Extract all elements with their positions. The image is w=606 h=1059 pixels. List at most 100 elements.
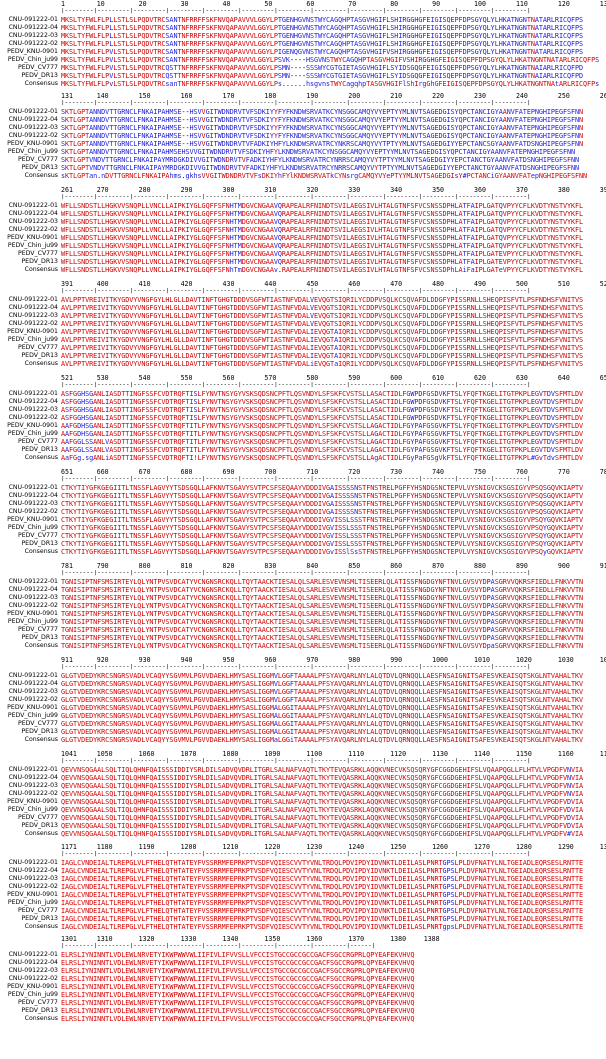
position-number: 1380 — [390, 935, 407, 943]
sequence-row: PEDV_DR13 AAFGGLSSANLVASDTTINGFSSFCVDTRQF… — [0, 446, 606, 454]
position-number: 1320 — [138, 935, 155, 943]
alignment-block: 781 790 800 810 820 830 840 850 860 870 880 890 900 9… — [0, 562, 606, 686]
position-number: 220 — [432, 92, 445, 100]
position-number: 340 — [390, 186, 403, 194]
position-number: 60 — [306, 0, 315, 8]
sequence-row: CNU-091222-02 SKTLGPTANNDVTTGRNCLFNKAIPAH… — [0, 132, 606, 140]
position-number: 190 — [306, 92, 319, 100]
sequence-residues: AVLPPTVREIVITKYGDVYVNGFGYLHLGLLDAVTINFTG… — [61, 320, 584, 328]
sequence-residues: GLGTVDEDYKRCSNGRSVADLVCAQYYSGVMVLPGVVDAE… — [61, 720, 584, 728]
sequence-name: PEDV_DR13 — [21, 822, 58, 829]
sequence-residues: WFLLSNDSTLLHGKVVSNQPLLVNCLLAIPKIYGLGQFFS… — [61, 234, 584, 242]
sequence-residues: ELRSLIYNINNTLVDLEWLNRVETYIKWPWWVWLIIFIVL… — [61, 967, 415, 975]
sequence-name: Consensus — [24, 642, 58, 649]
position-number: 100 — [474, 0, 486, 8]
sequence-name: PEDV_CV777 — [18, 438, 58, 445]
sequence-name: PEDV_CV777 — [18, 814, 58, 821]
sequence-residues: ELRSLIYNINNTLVDLEWLNRVETYIKWPWWVWLIIFIVL… — [61, 1015, 415, 1023]
sequence-row: CNU-091222-03 IAGLCVNDEIALTLREPGLVLFTHELQ… — [0, 875, 606, 883]
sequence-row: CNU-091222-04 AVLPPTVREIVITKYGDVYVNGFGYLH… — [0, 304, 606, 312]
position-number: 290 — [180, 186, 193, 194]
sequence-residues: GLGTVDEDYKRCSNGRSVADLVCAQYYSGVMVLPGVVDAE… — [61, 704, 584, 712]
sequence-row: PEDV_Chin_ju99 TGNISIPTNFSMSIRTEYLQLYNTPV… — [0, 618, 606, 626]
sequence-name: CNU-091222-04 — [8, 24, 58, 31]
position-number: 20 — [138, 0, 147, 8]
sequence-residues: TGNISIPTNFSMSIRTEYLQLYNTPVSVDCATYVCNGNSR… — [61, 610, 584, 618]
position-number: 1280 — [515, 843, 532, 851]
sequence-row: PEDV_DR13 MKSLTYFWLFLPVLSTLSLPQDVTRCQSTTN… — [0, 72, 606, 80]
sequence-name: Consensus — [24, 266, 58, 273]
sequence-name: PEDV_CV777 — [18, 344, 58, 351]
sequence-residues: ASFGGHSGANLIASDTTINGFSSFCVDTRQFTISLFYNVT… — [61, 390, 584, 398]
sequence-name: PEDV_KNU-0901 — [7, 422, 58, 429]
position-number: 400 — [96, 280, 109, 288]
sequence-name: Consensus — [24, 548, 58, 555]
position-number: 1050 — [96, 750, 113, 758]
position-number: 1171 — [61, 843, 77, 851]
sequence-row: CNU-091222-01 TGNISIPTNFSMSIRTEYLQLYNTPVS… — [0, 578, 606, 586]
sequence-name: CNU-091222-01 — [8, 16, 58, 23]
sequence-row: PEDV_DR13 WFLLSNDSTLLHGKVVSNQPLLVNCLLAIPK… — [0, 258, 606, 266]
position-number: 770 — [557, 468, 570, 476]
sequence-row: CNU-091222-03 ELRSLIYNINNTLVDLEWLNRVETYIK… — [0, 967, 606, 975]
sequence-name: PEDV_KNU-0901 — [7, 48, 58, 55]
sequence-name: PEDV_DR13 — [21, 72, 58, 79]
sequence-name: CNU-091222-02 — [8, 508, 58, 515]
sequence-residues: TGNISIPTNFSMSIRTEYLQLYNTPVSVDCATYVCNGNSR… — [61, 578, 584, 586]
sequence-row: PEDV_KNU-0901 QEVVNSQGAALSQLTIQLQHNFQAISS… — [0, 798, 606, 806]
position-number: 390 — [599, 186, 606, 194]
position-number: 540 — [138, 374, 151, 382]
position-number: 900 — [557, 562, 570, 570]
sequence-name: PEDV_Chin_ju99 — [7, 336, 58, 343]
position-number: 1330 — [180, 935, 197, 943]
sequence-residues: SKTLGPTANNDVTTGRNCLFNKAIPAHMSE--HSVVGITW… — [61, 116, 584, 124]
position-number: 1340 — [222, 935, 239, 943]
consensus-row: Consensus GLGTVDEDYKRCSNGRSVADLVCAQYYSGVM… — [0, 736, 606, 744]
sequence-residues: AaFGg.sgANLiASDTTINGFSSFCVDTRQFTI!LFYNVT… — [61, 454, 584, 462]
position-number: 410 — [138, 280, 151, 288]
sequence-row: PEDV_DR13 CTKYTIYGFKGEGIITLTNSSFLAGVYYTSD… — [0, 540, 606, 548]
position-number: 911 — [61, 656, 73, 664]
sequence-row: PEDV_CV777 AAFGGLSSANLVASDTTINGFSSFCVDTRQ… — [0, 438, 606, 446]
position-number: 710 — [306, 468, 319, 476]
sequence-row: CNU-091222-01 WFLLSNDSTLLHGKVVSNQPLLVNCLL… — [0, 202, 606, 210]
sequence-name: PEDV_Chin_ju99 — [7, 148, 58, 155]
sequence-name: CNU-091222-02 — [8, 226, 58, 233]
sequence-residues: QEVVNSQGAALSQLTIQLQHNFQAISSSIDDIYSRLDILS… — [61, 782, 584, 790]
sequence-row: CNU-091222-01 AVLPPTVREIVITKYGDVYVNGFGYLH… — [0, 296, 606, 304]
sequence-residues: TGNISIPTNFSMSIRTEYLQLYNTPVSVDCATYVCNGNSR… — [61, 634, 584, 642]
position-ruler: |--------|---------|---------|---------|… — [61, 194, 531, 200]
sequence-name: PEDV_Chin_ju99 — [7, 712, 58, 719]
sequence-residues: AVLPPTVREIVITKYGDVYVNGFGYLHLGLLDAVTINFTG… — [61, 336, 584, 344]
position-number: 10 — [96, 0, 105, 8]
position-number: 1060 — [138, 750, 155, 758]
position-number: 1230 — [306, 843, 323, 851]
sequence-name: PEDV_DR13 — [21, 258, 58, 265]
sequence-residues: GLGTVDEDYKRCSNGRSVADLVCAQYYSGVMVLPGVVDAE… — [61, 672, 584, 680]
sequence-residues: MKSLTYFWLFLPLLSTLSLPQDVTRCSANTNFRRFFSKFN… — [61, 32, 584, 40]
position-number: 560 — [222, 374, 235, 382]
sequence-residues: IAGLCVNDEIALTLREPGLVLFTHELQTHTATEYFVSSRR… — [61, 883, 584, 891]
sequence-name: PEDV_DR13 — [21, 164, 58, 171]
position-number: 150 — [138, 92, 151, 100]
position-number: 1250 — [390, 843, 407, 851]
sequence-row: CNU-091222-04 SKTLGPTANNDVTTGRNCLFNKAIPAH… — [0, 116, 606, 124]
sequence-row: CNU-091222-01 ELRSLIYNINNTLVDLEWLNRVETYIK… — [0, 951, 606, 959]
sequence-name: CNU-091222-01 — [8, 296, 58, 303]
sequence-residues: SKTLGPTVNDVTTGRNCLFNKAIPAYMRDGKDIVVGITWD… — [61, 164, 580, 172]
sequence-row: PEDV_KNU-0901 MKSLTYFWLFLPVLSTLSLPQDVTRCS… — [0, 48, 606, 56]
position-number: 740 — [432, 468, 445, 476]
sequence-name: PEDV_KNU-0901 — [7, 704, 58, 711]
position-number: 1190 — [138, 843, 155, 851]
sequence-row: CNU-091222-04 GLGTVDEDYKRCSNGRSVADLVCAQYY… — [0, 680, 606, 688]
sequence-name: PEDV_Chin_ju99 — [7, 430, 58, 437]
sequence-row: CNU-091222-03 SKTLGPTANNDVTTGRNCLFNKAIPAH… — [0, 124, 606, 132]
sequence-name: PEDV_KNU-0901 — [7, 983, 58, 990]
sequence-residues: MKSLTYFWLFLPVLSTLSLPQDVTRCSANTNFRRFFSKFN… — [61, 48, 584, 56]
sequence-name: PEDV_DR13 — [21, 915, 58, 922]
position-number: 790 — [96, 562, 109, 570]
position-number: 1120 — [390, 750, 407, 758]
alignment-block: 1041 1050 1060 1070 1080 1090 1100 1110 1120 1130… — [0, 750, 606, 874]
sequence-name: CNU-091222-03 — [8, 218, 58, 225]
sequence-row: CNU-091222-04 ASFGGHSGANLIASDTTINGFSSFCVD… — [0, 398, 606, 406]
